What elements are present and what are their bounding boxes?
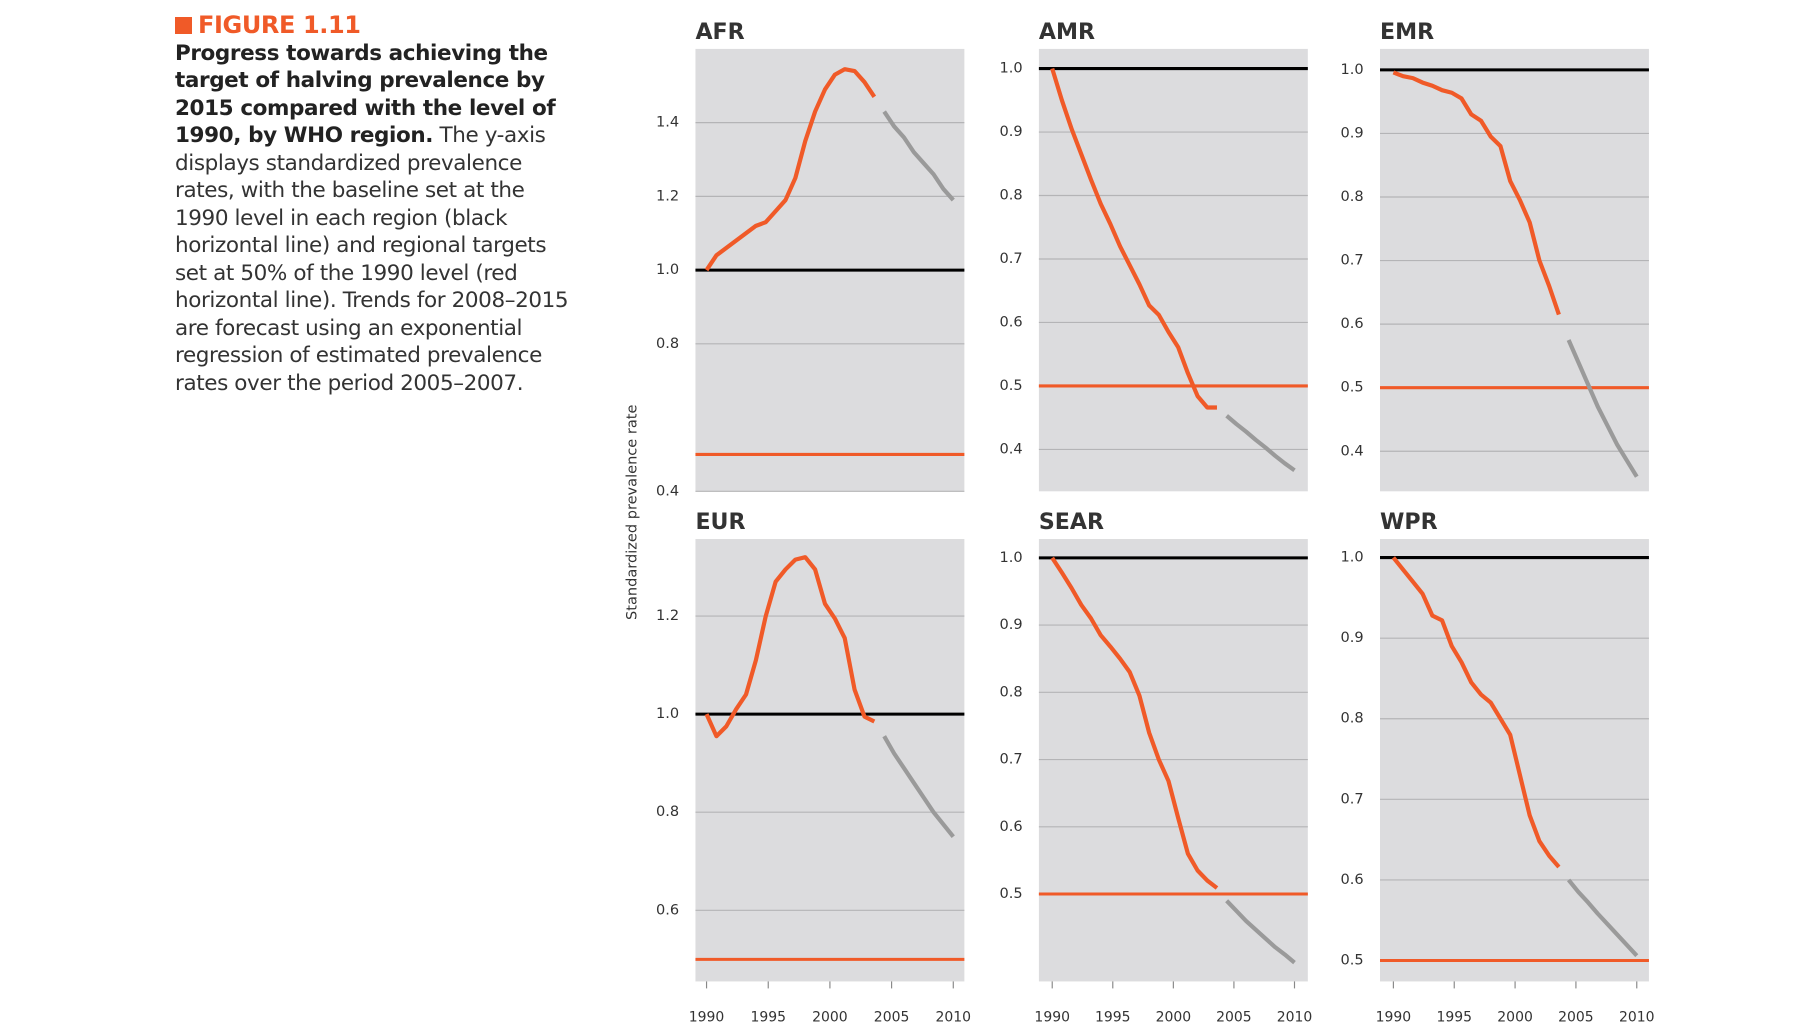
data-line [1566,878,1639,958]
y-tick-label: 0.8 [1341,188,1364,205]
data-line [1225,414,1296,473]
data-line [882,735,955,839]
panel-title: EMR [1380,19,1434,45]
y-tick-label: 0.6 [999,818,1022,835]
y-tick-label: 0.4 [656,482,679,499]
figure-heading: FIGURE 1.11 [175,11,575,40]
x-tick-label: 1995 [1095,1010,1131,1026]
y-axis-label: Standardized prevalence rate [624,405,641,620]
y-tick-label: 0.5 [999,885,1022,902]
y-tick-label: 0.5 [1341,951,1364,968]
plot-background [1038,539,1308,982]
caption-block: FIGURE 1.11 Progress towards achieving t… [175,11,575,397]
panel-title: SEAR [1039,509,1104,535]
y-tick-label: 1.2 [656,607,679,624]
y-tick-label: 1.0 [1341,549,1364,566]
x-tick-label: 2000 [812,1010,848,1026]
caption-bold: Progress towards achieving the target of… [175,40,556,149]
panel-title: AFR [695,19,744,45]
x-tick-label: 2005 [874,1010,910,1026]
panel-title: AMR [1039,19,1095,45]
x-tick-label: 2000 [1497,1010,1533,1026]
y-tick-label: 0.9 [1341,629,1364,646]
x-tick-label: 2000 [1156,1010,1192,1026]
data-line [1050,556,1219,890]
data-line [882,110,955,202]
y-tick-label: 0.5 [1341,379,1364,396]
y-tick-label: 0.7 [999,250,1022,267]
x-tick-label: 2010 [1277,1010,1313,1026]
x-tick-label: 1995 [1436,1010,1472,1026]
y-tick-label: 0.6 [656,901,679,918]
y-tick-label: 0.8 [999,683,1022,700]
y-tick-label: 0.8 [999,187,1022,204]
data-line [1391,556,1561,869]
x-tick-label: 1990 [1034,1010,1070,1026]
data-line [1392,70,1561,316]
y-tick-label: 0.6 [1341,871,1364,888]
figure-label: FIGURE 1.11 [198,11,361,39]
y-tick-label: 1.0 [1341,61,1364,78]
x-tick-label: 1990 [1376,1010,1412,1026]
y-tick-label: 1.0 [656,705,679,722]
y-tick-label: 1.0 [999,549,1022,566]
data-line [1566,339,1639,478]
y-tick-label: 1.4 [656,114,679,131]
x-tick-label: 2010 [1619,1010,1655,1026]
y-tick-label: 0.6 [999,313,1022,330]
y-tick-label: 1.0 [656,261,679,278]
y-tick-label: 0.9 [1341,124,1364,141]
data-line [704,67,877,272]
y-tick-label: 0.7 [999,751,1022,768]
y-tick-label: 0.4 [1341,442,1364,459]
x-tick-label: 2005 [1558,1010,1594,1026]
y-tick-label: 0.8 [656,803,679,820]
y-tick-label: 0.6 [1341,315,1364,332]
plot-background [1038,48,1308,492]
y-tick-label: 0.9 [999,616,1022,633]
panel-title: WPR [1380,509,1438,535]
y-tick-label: 0.5 [999,377,1022,394]
x-tick-label: 1990 [689,1010,725,1026]
x-tick-label: 2010 [935,1010,971,1026]
y-tick-label: 0.4 [999,440,1022,457]
x-tick-label: 1995 [750,1010,786,1026]
data-line [1050,67,1217,410]
x-tick-label: 2005 [1216,1010,1252,1026]
plot-background [695,539,965,982]
data-line [704,555,876,739]
y-tick-label: 0.8 [1341,710,1364,727]
y-tick-label: 0.8 [656,335,679,352]
y-tick-label: 0.7 [1341,790,1364,807]
caption-text: The y-axis displays standardized prevale… [175,123,569,396]
y-tick-label: 1.0 [999,60,1022,77]
y-tick-label: 1.2 [656,187,679,204]
figure-square [175,17,192,34]
y-tick-label: 0.7 [1341,252,1364,269]
panel-title: EUR [695,509,745,535]
data-line [1225,899,1296,965]
y-tick-label: 0.9 [999,123,1022,140]
